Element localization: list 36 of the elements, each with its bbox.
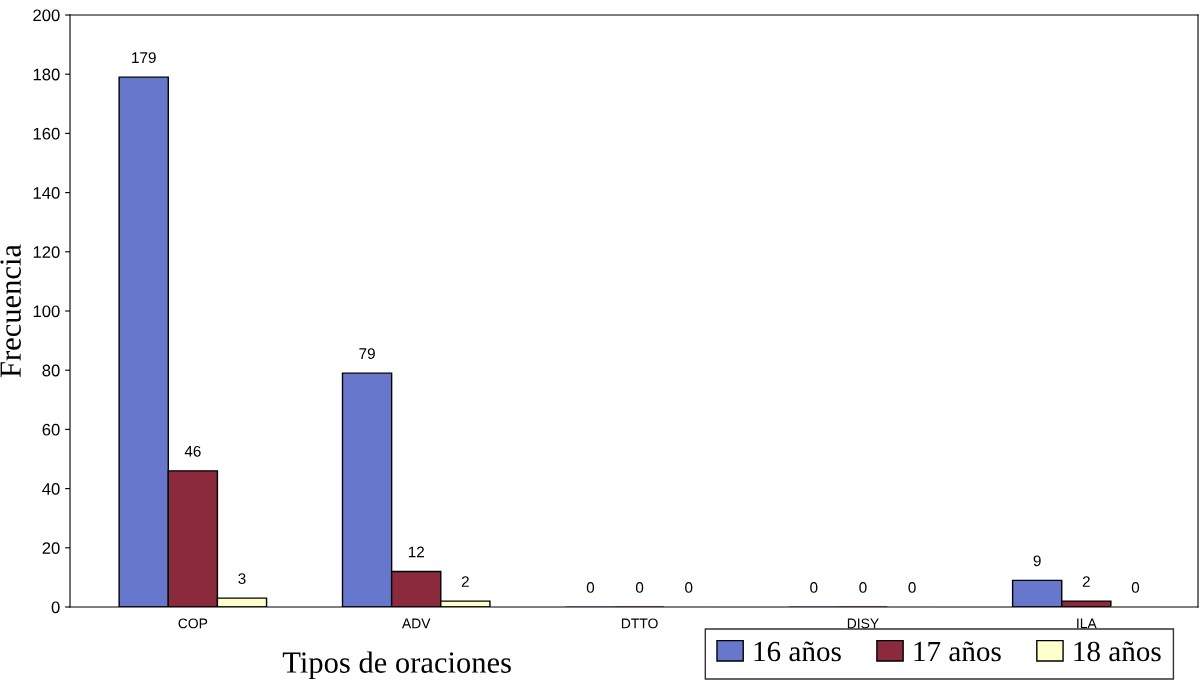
x-tick-label: DTTO	[621, 618, 658, 629]
data-label: 0	[586, 582, 595, 593]
data-label: 0	[1131, 582, 1140, 593]
data-label: 179	[132, 52, 156, 64]
data-label: 0	[859, 582, 867, 593]
data-label: 0	[635, 582, 644, 593]
y-axis-title: Frecuencia	[0, 244, 21, 378]
y-tick-label: 140	[33, 187, 60, 199]
x-tick-label: ADV	[401, 618, 431, 629]
y-tick-label: 200	[33, 9, 60, 22]
y-tick-label: 80	[42, 364, 60, 377]
data-label: 2	[461, 576, 469, 587]
y-tick-label: 100	[33, 305, 60, 318]
y-tick-label: 160	[33, 127, 60, 140]
x-tick-label: DISY	[847, 618, 879, 629]
data-label: 9	[1033, 555, 1041, 567]
x-tick-label: COP	[178, 618, 208, 629]
data-label: 0	[685, 582, 693, 593]
data-label: 46	[184, 445, 201, 457]
data-label: 2	[1082, 576, 1090, 587]
data-label: 3	[238, 573, 246, 584]
data-label: 12	[408, 546, 424, 558]
y-tick-label: 20	[42, 542, 60, 554]
y-tick-label: 40	[42, 483, 60, 495]
data-label: 0	[810, 582, 818, 593]
y-tick-label: 120	[33, 246, 60, 258]
data-label: 79	[359, 348, 375, 360]
x-tick-label: ILA	[1077, 618, 1097, 629]
y-tick-label: 0	[51, 601, 60, 614]
y-tick-label: 180	[33, 68, 60, 81]
legend-label: 18 años	[1074, 641, 1161, 662]
y-tick-label: 60	[42, 423, 60, 436]
data-label: 0	[908, 582, 916, 593]
x-axis-title: Tipos de oraciones	[282, 651, 511, 680]
legend-label: 16 años	[754, 641, 841, 662]
legend-label: 17 años	[914, 641, 1001, 662]
